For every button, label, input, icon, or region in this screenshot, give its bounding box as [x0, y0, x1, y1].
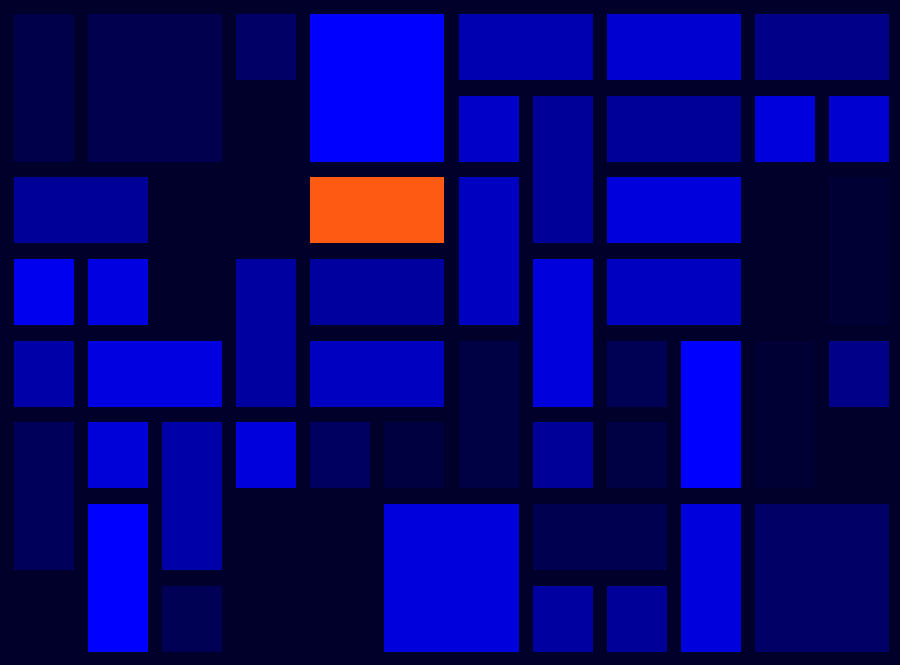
target-block[interactable] [310, 177, 445, 244]
block[interactable] [680, 340, 741, 489]
block[interactable] [458, 340, 519, 489]
block[interactable] [14, 177, 149, 244]
block[interactable] [310, 422, 371, 489]
block[interactable] [532, 422, 593, 489]
block[interactable] [532, 95, 593, 244]
block[interactable] [236, 259, 297, 407]
block[interactable] [829, 95, 890, 162]
block[interactable] [88, 340, 223, 407]
block[interactable] [606, 177, 741, 244]
block[interactable] [754, 504, 890, 652]
block[interactable] [829, 177, 890, 326]
block[interactable] [236, 422, 297, 489]
block[interactable] [162, 585, 223, 652]
block[interactable] [88, 259, 149, 326]
block[interactable] [532, 585, 593, 652]
block[interactable] [14, 259, 74, 326]
block[interactable] [458, 95, 519, 162]
block[interactable] [310, 340, 445, 407]
block[interactable] [236, 14, 297, 80]
block[interactable] [532, 504, 667, 571]
block[interactable] [88, 422, 149, 489]
block[interactable] [754, 14, 890, 80]
game-board [14, 14, 890, 652]
block[interactable] [606, 259, 741, 326]
block[interactable] [680, 504, 741, 652]
block[interactable] [88, 14, 223, 162]
block[interactable] [754, 95, 815, 162]
block[interactable] [532, 259, 593, 407]
block[interactable] [458, 14, 593, 80]
block[interactable] [754, 340, 815, 489]
block[interactable] [458, 177, 519, 326]
block[interactable] [384, 504, 519, 652]
block[interactable] [829, 340, 890, 407]
block[interactable] [606, 95, 741, 162]
block[interactable] [162, 422, 223, 571]
block[interactable] [14, 422, 74, 571]
block[interactable] [310, 14, 445, 162]
block[interactable] [606, 14, 741, 80]
block[interactable] [606, 422, 667, 489]
block[interactable] [14, 14, 74, 162]
block[interactable] [310, 259, 445, 326]
block[interactable] [606, 585, 667, 652]
block[interactable] [14, 340, 74, 407]
block[interactable] [606, 340, 667, 407]
block[interactable] [88, 504, 149, 652]
block[interactable] [384, 422, 445, 489]
